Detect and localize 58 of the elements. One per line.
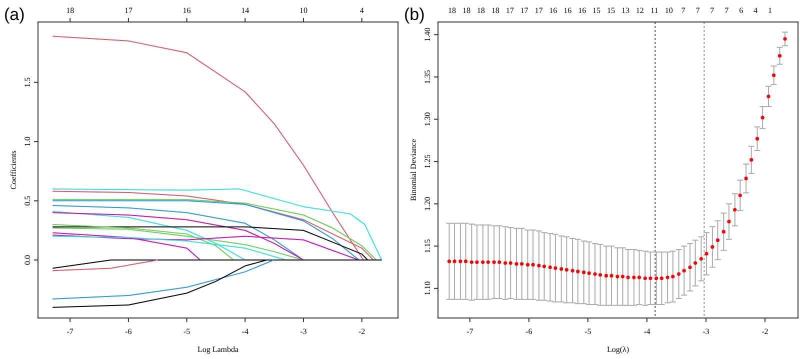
- text: 17: [534, 6, 543, 15]
- x-tick-label: -5: [584, 327, 592, 336]
- text: 17: [506, 6, 514, 15]
- y-tick-label: 1.0: [23, 136, 32, 147]
- text: 18: [491, 6, 500, 15]
- text: 10: [299, 6, 308, 15]
- y-axis-title: Coefficients: [9, 150, 18, 190]
- text: 18: [476, 6, 485, 15]
- text: 13: [621, 6, 630, 15]
- text: 18: [462, 6, 470, 15]
- text: 11: [650, 6, 658, 15]
- text: 4: [360, 6, 364, 15]
- text: 7: [681, 6, 686, 15]
- y-tick-label: 1.10: [423, 281, 432, 296]
- text: 16: [549, 6, 558, 15]
- text: 12: [636, 6, 644, 15]
- y-tick-label: 1.30: [423, 112, 432, 126]
- text: 16: [578, 6, 586, 15]
- x-tick-label: -2: [358, 327, 366, 336]
- text: 6: [739, 6, 744, 15]
- text: 18: [66, 6, 74, 15]
- text: 4: [754, 6, 758, 15]
- text: 15: [607, 6, 615, 15]
- x-tick-label: -6: [125, 327, 132, 336]
- y-tick-label: 0.0: [23, 254, 32, 265]
- text: 16: [564, 6, 572, 15]
- x-tick-label: -7: [466, 327, 474, 336]
- y-tick-label: 1.20: [423, 196, 432, 211]
- x-axis-title: Log Lambda: [197, 345, 239, 354]
- chart-title: (b): [404, 5, 425, 24]
- text: 18: [448, 6, 456, 15]
- y-tick-label: 1.5: [23, 77, 32, 88]
- x-tick-label: -4: [644, 327, 650, 336]
- x-tick-label: -5: [183, 327, 190, 336]
- y-axis-title: Binomial Deviance: [409, 138, 418, 201]
- y-tick-label: 1.40: [423, 28, 432, 42]
- x-tick-label: -3: [300, 327, 307, 336]
- text: 7: [696, 6, 700, 15]
- text: 1: [768, 6, 772, 15]
- text: 17: [124, 6, 132, 15]
- text: 17: [520, 6, 528, 15]
- x-axis-title: Log(λ): [606, 345, 630, 354]
- text: 7: [710, 6, 714, 15]
- y-tick-label: 1.35: [423, 70, 432, 84]
- x-tick-label: -7: [66, 327, 74, 336]
- text: 14: [241, 6, 250, 15]
- text: 7: [724, 6, 729, 15]
- text: 15: [592, 6, 601, 15]
- chart-title: (a): [4, 5, 25, 24]
- y-tick-label: 1.15: [423, 239, 432, 254]
- text: 16: [182, 6, 191, 15]
- x-tick-label: -2: [762, 327, 768, 336]
- x-tick-label: -4: [242, 327, 248, 336]
- x-tick-label: -6: [526, 327, 532, 336]
- y-tick-label: 1.25: [423, 154, 432, 169]
- x-tick-label: -3: [702, 327, 710, 336]
- text: 10: [664, 6, 673, 15]
- y-tick-label: 0.5: [23, 196, 32, 206]
